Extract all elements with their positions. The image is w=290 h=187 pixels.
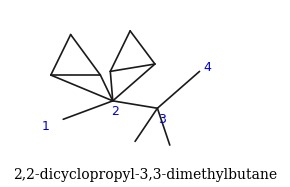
Text: 4: 4 [203, 61, 211, 74]
Text: 3: 3 [158, 113, 166, 126]
Text: 2,2-dicyclopropyl-3,3-dimethylbutane: 2,2-dicyclopropyl-3,3-dimethylbutane [13, 168, 277, 182]
Text: 1: 1 [42, 120, 50, 133]
Text: 2: 2 [111, 105, 119, 118]
